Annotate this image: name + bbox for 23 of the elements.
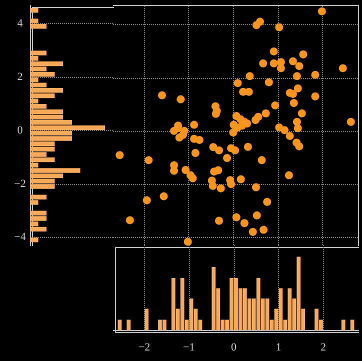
y-tick-label: −2: [14, 178, 26, 190]
bar: [180, 278, 184, 330]
y-tick-label: 2: [17, 71, 23, 84]
bar: [189, 298, 194, 330]
x-tick-label: 0: [231, 342, 238, 354]
x-tick-label: −1: [183, 342, 195, 354]
bar: [30, 8, 38, 13]
x-tick-label: 1: [276, 342, 282, 354]
y-tick-label: −4: [14, 231, 26, 244]
bar: [144, 308, 148, 330]
y-tick-label: 4: [17, 18, 24, 30]
bar: [118, 320, 122, 330]
bar: [265, 298, 270, 330]
bar: [30, 237, 38, 242]
bar: [212, 266, 216, 330]
bar: [278, 288, 283, 330]
bar: [341, 320, 346, 330]
y-tick-label: 0: [17, 124, 24, 136]
bar: [288, 288, 292, 330]
x-tick-label: 2: [320, 342, 326, 354]
x-tick-label: −2: [138, 342, 150, 354]
bar: [126, 320, 131, 330]
bar: [350, 320, 354, 330]
